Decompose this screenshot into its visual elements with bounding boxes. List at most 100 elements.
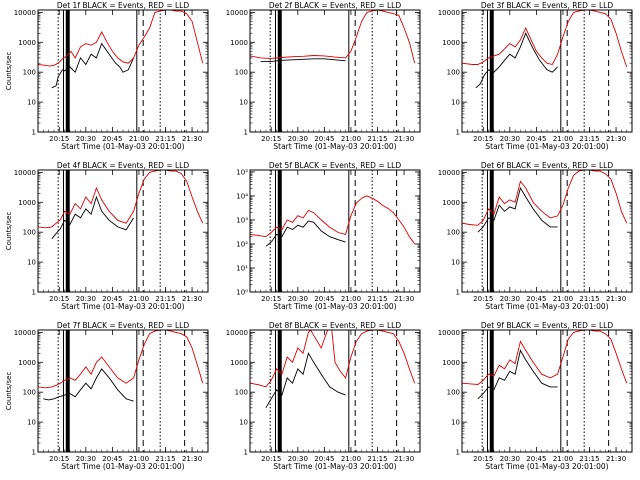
panel-4: Det 4f BLACK = Events, RED = LLD 1 10 100 10… — [5, 161, 209, 311]
x-tick-label: 21:00 — [553, 135, 573, 143]
y-tick-label: 10000 — [14, 329, 36, 337]
y-tick-label: 100 — [447, 229, 460, 237]
y-tick-label: 1 — [244, 449, 248, 457]
y-axis-label: Counts/sec — [5, 52, 13, 91]
panel-3: Det 3f BLACK = Events, RED = LLD 1 10 100 10… — [438, 1, 633, 151]
x-tick-label: 21:15 — [155, 455, 175, 463]
series-group — [38, 170, 204, 229]
x-tick-label: 21:15 — [367, 455, 387, 463]
y-tick-label: 100 — [23, 389, 36, 397]
y-tick-label: 10 — [451, 419, 460, 427]
y-tick-label: 10 — [27, 99, 36, 107]
x-tick-label: 20:45 — [314, 295, 334, 303]
x-axis-label: Start Time (01-May-03 20:01:00) — [485, 462, 608, 471]
x-tick-label: 21:00 — [553, 455, 573, 463]
x-axis-label: Start Time (01-May-03 20:01:00) — [61, 142, 184, 151]
x-tick-label: 21:00 — [341, 455, 361, 463]
panel-1: Det 1f BLACK = Events, RED = LLD 1 10 100 10… — [5, 1, 209, 151]
events-line — [43, 368, 134, 402]
y-tick-label: 100 — [235, 69, 248, 77]
x-tick-label: 20:45 — [314, 135, 334, 143]
series-group — [265, 352, 346, 409]
x-tick-label: 20:15 — [473, 455, 493, 463]
series-group — [250, 10, 416, 64]
events-line — [475, 32, 558, 89]
y-tick-label: 10¹ — [236, 264, 248, 272]
y-tick-label: 1000 — [442, 359, 460, 367]
x-tick-label: 20:15 — [49, 295, 69, 303]
series-group — [462, 170, 628, 226]
y-tick-label: 10 — [27, 259, 36, 267]
x-tick-label: 21:15 — [579, 295, 599, 303]
x-tick-label: 20:45 — [102, 295, 122, 303]
y-tick-label: 1000 — [442, 39, 460, 47]
x-tick-label: 20:15 — [473, 295, 493, 303]
events-line — [265, 220, 346, 247]
lld-line — [462, 170, 628, 226]
x-tick-label: 20:45 — [526, 295, 546, 303]
y-tick-label: 10000 — [226, 9, 248, 17]
y-tick-label: 10 — [27, 419, 36, 427]
events-line — [477, 186, 558, 233]
series-group — [265, 220, 346, 247]
series-group — [477, 349, 558, 400]
events-line — [51, 195, 134, 240]
y-tick-label: 10⁵ — [236, 168, 248, 176]
panel-5: Det 5f BLACK = Events, RED = LLD 10⁰ 10¹ 10… — [236, 161, 421, 311]
plot-frame — [249, 329, 421, 453]
x-tick-label: 20:15 — [49, 135, 69, 143]
plot-frame — [249, 9, 421, 133]
x-tick-label: 21:15 — [155, 135, 175, 143]
x-tick-label: 20:15 — [261, 455, 281, 463]
x-tick-label: 20:15 — [261, 295, 281, 303]
y-tick-label: 10000 — [226, 329, 248, 337]
x-tick-label: 21:15 — [155, 295, 175, 303]
panel-8: Det 8f BLACK = Events, RED = LLD 1 10 100 10… — [226, 321, 421, 471]
y-tick-label: 1 — [456, 449, 460, 457]
x-tick-label: 21:00 — [341, 135, 361, 143]
panel-title: Det 9f BLACK = Events, RED = LLD — [481, 321, 614, 330]
x-tick-label: 20:45 — [102, 135, 122, 143]
plot-frame — [37, 329, 209, 453]
y-tick-label: 10000 — [438, 329, 460, 337]
y-tick-label: 10 — [239, 419, 248, 427]
x-tick-label: 21:30 — [394, 135, 414, 143]
y-tick-label: 1000 — [230, 359, 248, 367]
series-group — [462, 10, 628, 68]
y-tick-label: 1000 — [18, 199, 36, 207]
events-line — [51, 42, 135, 89]
x-tick-label: 21:15 — [367, 295, 387, 303]
plot-frame — [461, 9, 633, 133]
lld-line — [250, 10, 416, 64]
x-tick-label: 20:15 — [473, 135, 493, 143]
y-axis-label: Counts/sec — [5, 372, 13, 411]
y-tick-label: 1000 — [230, 39, 248, 47]
x-tick-label: 21:30 — [606, 455, 626, 463]
plot-frame — [461, 329, 633, 453]
x-axis-label: Start Time (01-May-03 20:01:00) — [61, 302, 184, 311]
y-tick-label: 1 — [32, 289, 36, 297]
x-tick-label: 20:15 — [49, 455, 69, 463]
lld-line — [462, 10, 628, 68]
panel-title: Det 5f BLACK = Events, RED = LLD — [269, 161, 402, 170]
y-tick-label: 1 — [456, 289, 460, 297]
x-tick-label: 21:00 — [553, 295, 573, 303]
y-tick-label: 10000 — [438, 9, 460, 17]
panel-6: Det 6f BLACK = Events, RED = LLD 1 10 100 10… — [438, 161, 633, 311]
x-tick-label: 21:30 — [182, 455, 202, 463]
panel-title: Det 8f BLACK = Events, RED = LLD — [269, 321, 402, 330]
x-axis-label: Start Time (01-May-03 20:01:00) — [61, 462, 184, 471]
y-tick-label: 10³ — [236, 216, 248, 224]
x-tick-label: 20:30 — [500, 295, 520, 303]
x-tick-label: 21:00 — [129, 455, 149, 463]
lld-line — [38, 170, 204, 229]
panel-7: Det 7f BLACK = Events, RED = LLD 1 10 100 10… — [5, 321, 209, 471]
panel-title: Det 3f BLACK = Events, RED = LLD — [481, 1, 614, 10]
series-group — [250, 330, 416, 388]
y-tick-label: 10000 — [438, 169, 460, 177]
series-group — [38, 10, 204, 67]
series-group — [51, 42, 135, 89]
x-tick-label: 20:30 — [500, 135, 520, 143]
x-tick-label: 20:45 — [526, 455, 546, 463]
y-tick-label: 1 — [456, 129, 460, 137]
